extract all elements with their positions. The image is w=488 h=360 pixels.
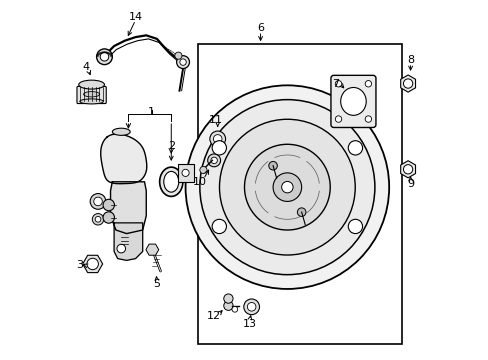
Text: 12: 12 <box>206 311 221 321</box>
Polygon shape <box>110 182 146 234</box>
Circle shape <box>100 53 108 61</box>
Text: 5: 5 <box>153 279 160 289</box>
Polygon shape <box>82 255 102 273</box>
Circle shape <box>347 141 362 155</box>
Circle shape <box>210 157 217 163</box>
Circle shape <box>335 116 341 122</box>
FancyBboxPatch shape <box>77 86 106 104</box>
Text: 14: 14 <box>128 13 142 22</box>
Text: 7: 7 <box>331 78 339 89</box>
Circle shape <box>244 144 329 230</box>
Text: 4: 4 <box>82 63 89 72</box>
Circle shape <box>103 212 114 223</box>
Ellipse shape <box>160 167 183 197</box>
Circle shape <box>200 166 206 174</box>
Circle shape <box>297 208 305 216</box>
Circle shape <box>185 85 388 289</box>
Text: 6: 6 <box>257 23 264 33</box>
Circle shape <box>244 299 259 315</box>
Text: 11: 11 <box>208 115 223 125</box>
Circle shape <box>176 56 189 68</box>
Bar <box>178 164 194 182</box>
Circle shape <box>103 199 114 211</box>
Circle shape <box>97 49 112 64</box>
Polygon shape <box>400 161 415 178</box>
Circle shape <box>335 81 341 87</box>
Circle shape <box>281 181 292 193</box>
Polygon shape <box>400 75 415 92</box>
Circle shape <box>268 161 277 170</box>
Circle shape <box>200 100 374 275</box>
FancyBboxPatch shape <box>330 75 375 127</box>
Circle shape <box>92 213 103 225</box>
Circle shape <box>247 302 255 311</box>
Ellipse shape <box>79 80 104 89</box>
Circle shape <box>95 216 101 222</box>
Ellipse shape <box>80 99 103 104</box>
Circle shape <box>272 173 301 202</box>
Text: 1: 1 <box>148 107 155 117</box>
Ellipse shape <box>340 87 366 115</box>
Circle shape <box>403 79 412 88</box>
Bar <box>198 44 401 344</box>
Circle shape <box>231 306 237 312</box>
Text: 3: 3 <box>77 260 83 270</box>
Circle shape <box>180 59 186 65</box>
Text: 10: 10 <box>192 177 206 187</box>
Polygon shape <box>145 244 159 255</box>
Ellipse shape <box>83 91 100 97</box>
Circle shape <box>365 81 371 87</box>
Text: 9: 9 <box>406 179 413 189</box>
Circle shape <box>213 135 222 143</box>
Circle shape <box>94 197 102 206</box>
Text: 13: 13 <box>243 319 256 329</box>
Circle shape <box>182 169 189 176</box>
Circle shape <box>347 219 362 234</box>
Circle shape <box>117 244 125 253</box>
Polygon shape <box>101 134 146 184</box>
Circle shape <box>224 294 233 303</box>
Text: 2: 2 <box>167 141 175 151</box>
Circle shape <box>87 258 98 270</box>
Circle shape <box>175 52 182 59</box>
Circle shape <box>219 119 354 255</box>
Circle shape <box>403 165 412 174</box>
Circle shape <box>212 219 226 234</box>
Circle shape <box>209 131 225 147</box>
Circle shape <box>90 194 106 209</box>
Ellipse shape <box>163 171 179 192</box>
Circle shape <box>212 141 226 155</box>
Text: 8: 8 <box>406 55 413 65</box>
Ellipse shape <box>112 128 130 135</box>
Circle shape <box>207 154 220 167</box>
Polygon shape <box>114 223 142 260</box>
Circle shape <box>224 301 233 310</box>
Circle shape <box>365 116 371 122</box>
